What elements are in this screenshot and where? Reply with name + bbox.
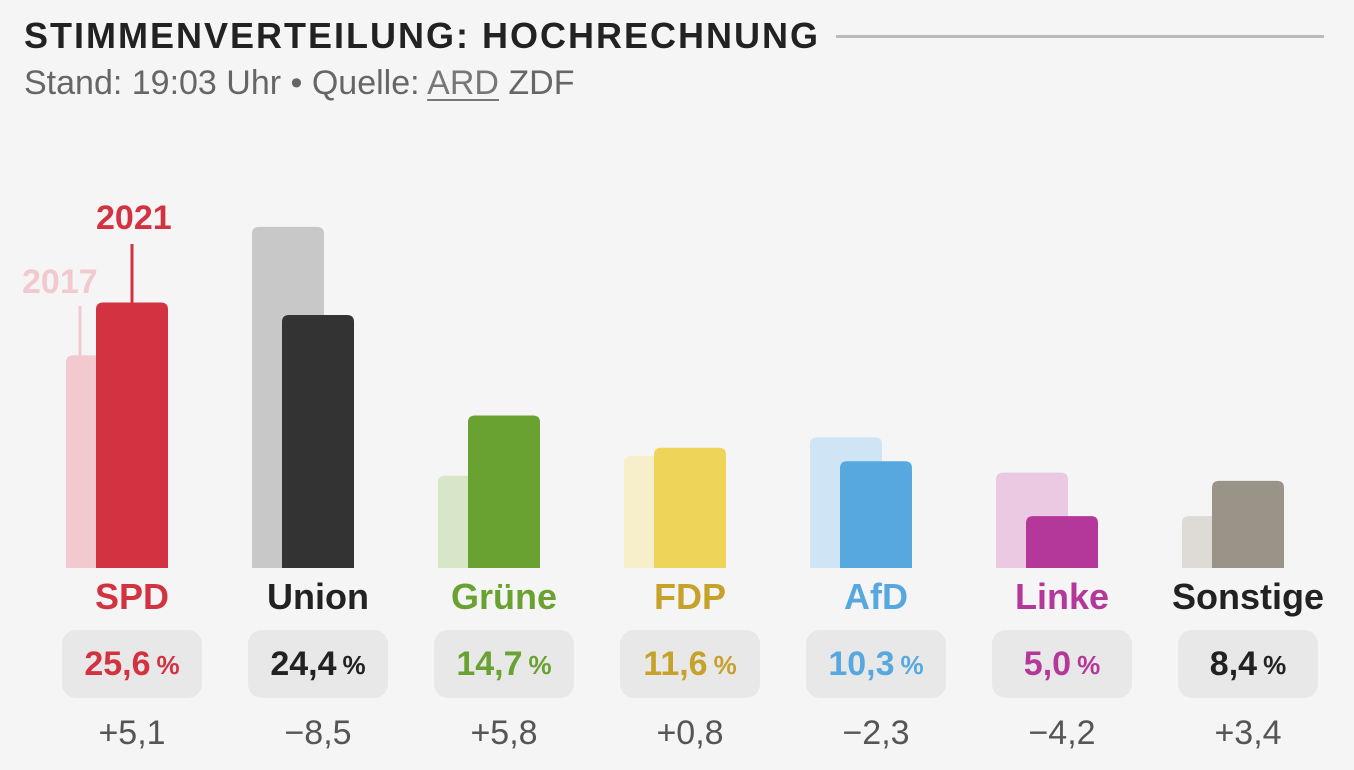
value-badge-linke: 5,0% xyxy=(992,630,1132,698)
party-name-gruene: Grüne xyxy=(450,576,557,617)
value-label-afd: 10,3 xyxy=(828,644,895,683)
percent-icon: % xyxy=(1077,649,1101,680)
chart-title: STIMMENVERTEILUNG: HOCHRECHNUNG xyxy=(24,15,820,56)
party-name-union: Union xyxy=(267,576,369,617)
party-name-sonstige: Sonstige xyxy=(1171,576,1324,617)
source-ard-link[interactable]: ARD xyxy=(427,64,499,102)
percent-icon: % xyxy=(900,649,924,680)
legend-label-2017: 2017 xyxy=(22,263,98,301)
value-badge-gruene: 14,7% xyxy=(434,630,574,698)
percent-icon: % xyxy=(342,649,366,680)
party-name-afd: AfD xyxy=(844,576,908,617)
diff-label-linke: −4,2 xyxy=(1028,714,1096,752)
chart-subtitle: Stand: 19:03 Uhr • Quelle: ARD ZDF xyxy=(24,64,575,103)
diff-label-fdp: +0,8 xyxy=(656,714,724,752)
legend-label-2021: 2021 xyxy=(96,199,172,237)
bar-2021-linke xyxy=(1026,516,1098,568)
bar-2021-union xyxy=(282,314,354,568)
percent-icon: % xyxy=(528,649,552,680)
value-label-sonstige: 8,4 xyxy=(1209,644,1258,683)
party-name-linke: Linke xyxy=(1014,576,1110,617)
party-name-spd: SPD xyxy=(94,576,170,617)
bar-2021-afd xyxy=(840,461,912,568)
title-divider xyxy=(836,34,1324,38)
subtitle-text: Stand: 19:03 Uhr • Quelle: xyxy=(24,64,428,102)
value-label-gruene: 14,7 xyxy=(456,644,523,683)
diff-label-spd: +5,1 xyxy=(98,714,166,752)
source-zdf-link[interactable]: ZDF xyxy=(508,64,575,102)
bar-2021-spd xyxy=(96,302,168,568)
value-badge-afd: 10,3% xyxy=(806,630,946,698)
bar-2021-sonstige xyxy=(1212,480,1284,568)
value-label-fdp: 11,6 xyxy=(643,644,708,683)
value-badge-union: 24,4% xyxy=(248,630,388,698)
bar-2021-fdp xyxy=(654,447,726,568)
bar-2021-gruene xyxy=(468,415,540,568)
percent-icon: % xyxy=(156,649,180,680)
value-label-linke: 5,0 xyxy=(1023,644,1072,683)
chart-header: STIMMENVERTEILUNG: HOCHRECHNUNG xyxy=(24,12,1324,60)
percent-icon: % xyxy=(713,649,737,680)
diff-label-gruene: +5,8 xyxy=(470,714,538,752)
value-label-union: 24,4 xyxy=(270,644,337,683)
percent-icon: % xyxy=(1263,649,1287,680)
value-badge-spd: 25,6% xyxy=(62,630,202,698)
value-badge-fdp: 11,6% xyxy=(620,630,760,698)
party-name-fdp: FDP xyxy=(654,576,726,617)
diff-label-sonstige: +3,4 xyxy=(1214,714,1282,752)
value-badge-sonstige: 8,4% xyxy=(1178,630,1318,698)
diff-label-union: −8,5 xyxy=(284,714,352,752)
diff-label-afd: −2,3 xyxy=(842,714,910,752)
value-label-spd: 25,6 xyxy=(84,644,151,683)
